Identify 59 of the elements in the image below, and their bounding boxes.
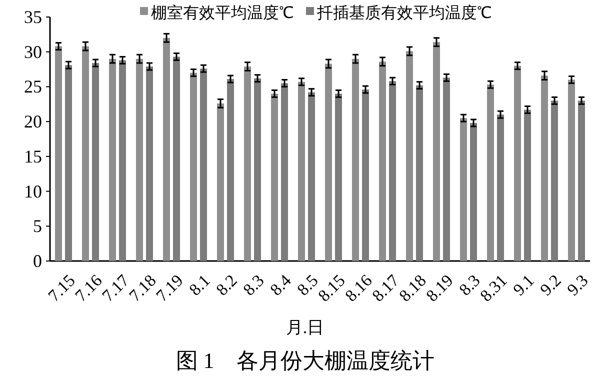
- bar: [433, 42, 440, 261]
- x-tick-label: 8.4: [266, 270, 296, 300]
- bar: [271, 94, 278, 261]
- x-tick-label: 9.2: [536, 270, 565, 300]
- bar: [325, 64, 332, 261]
- bar: [281, 83, 288, 261]
- bar: [443, 78, 450, 261]
- y-tick-label: 30: [24, 42, 42, 62]
- bar: [190, 72, 197, 261]
- bar: [568, 80, 575, 261]
- y-tick-label: 5: [33, 216, 42, 236]
- bar: [335, 94, 342, 261]
- bar: [487, 84, 494, 261]
- bar: [82, 46, 89, 261]
- bar: [109, 58, 116, 261]
- bar: [119, 60, 126, 261]
- bar: [254, 78, 261, 261]
- x-axis-title: 月.日: [286, 318, 324, 337]
- bar: [470, 122, 477, 261]
- x-tick-label: 8.1: [185, 270, 214, 300]
- bar: [389, 81, 396, 261]
- bar: [65, 65, 72, 261]
- bar: [163, 38, 170, 261]
- bar: [136, 58, 143, 261]
- bar: [460, 118, 467, 261]
- bar: [416, 85, 423, 261]
- bar: [551, 100, 558, 261]
- y-tick-label: 15: [24, 146, 42, 166]
- x-tick-label: 8.2: [212, 270, 241, 300]
- bar: [352, 58, 359, 261]
- bar: [173, 56, 180, 261]
- bar: [379, 62, 386, 261]
- y-tick-label: 0: [33, 251, 42, 271]
- bar: [541, 76, 548, 261]
- bar: [578, 100, 585, 261]
- y-tick-label: 35: [24, 7, 42, 27]
- bar: [524, 110, 531, 261]
- x-tick-label: 9.3: [563, 270, 592, 300]
- x-tick-label: 9.1: [509, 270, 538, 300]
- y-tick-label: 20: [24, 112, 42, 132]
- bar: [497, 114, 504, 261]
- bar: [200, 68, 207, 261]
- text: 图 1 各月份大棚温度统计: [176, 348, 434, 373]
- legend-label: 扦插基质有效平均温度℃: [316, 4, 492, 22]
- bar: [244, 66, 251, 261]
- legend-label: 棚室有效平均温度℃: [151, 4, 294, 22]
- bar: [55, 46, 62, 261]
- x-tick-label: 8.3: [239, 270, 268, 300]
- bar: [146, 66, 153, 261]
- y-tick-label: 25: [24, 76, 42, 97]
- bar: [92, 63, 99, 261]
- y-tick-label: 10: [24, 181, 42, 202]
- bar: [217, 103, 224, 261]
- bar: [362, 90, 369, 261]
- bar: [227, 79, 234, 261]
- bar: [308, 92, 315, 261]
- bar: [514, 66, 521, 261]
- bar: [406, 51, 413, 261]
- bar: [298, 82, 305, 261]
